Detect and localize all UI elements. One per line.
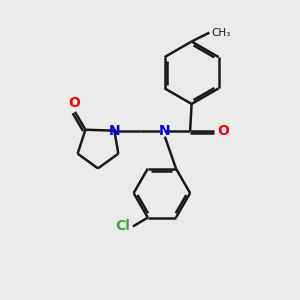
Text: O: O [68, 96, 80, 110]
Text: Cl: Cl [116, 220, 130, 233]
Text: O: O [217, 124, 229, 138]
Text: N: N [159, 124, 171, 138]
Text: N: N [109, 124, 120, 138]
Text: CH₃: CH₃ [211, 28, 230, 38]
